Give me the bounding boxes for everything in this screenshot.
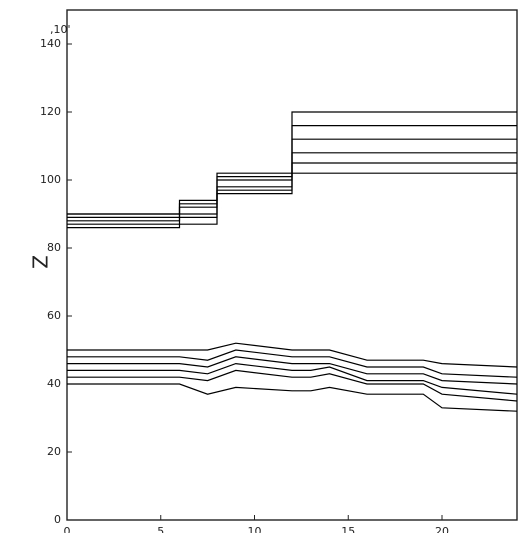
y-tick-label: 140	[40, 37, 61, 50]
y-tick-label: 120	[40, 105, 61, 118]
x-tick-label: 15	[341, 525, 355, 533]
plot-frame	[67, 10, 517, 520]
x-tick-label: 0	[64, 525, 71, 533]
x-tick-label: 20	[435, 525, 449, 533]
x-tick-label: 10	[248, 525, 262, 533]
x-tick-label: 5	[157, 525, 164, 533]
y-tick-label: 20	[47, 445, 61, 458]
y-tick-label: 100	[40, 173, 61, 186]
y-tick-label: 80	[47, 241, 61, 254]
y-tick-label: 40	[47, 377, 61, 390]
contour-line	[67, 364, 517, 395]
y-axis-label: Z	[28, 255, 52, 269]
contour-line	[67, 370, 517, 401]
chart: ,10' Z 02040608010012014005101520	[0, 0, 522, 533]
y-tick-label: 60	[47, 309, 61, 322]
y-tick-label: 0	[54, 513, 61, 526]
